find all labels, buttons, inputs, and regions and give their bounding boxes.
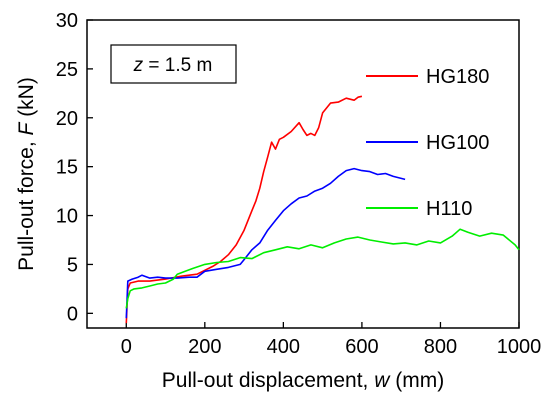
annotation-box: z = 1.5 m [110,44,237,84]
y-tick-label: 0 [67,303,78,325]
series-line-h110 [125,228,520,309]
x-axis-title-var: w [374,369,391,392]
series-line-hg180 [125,95,363,324]
x-tick-label: 200 [188,336,221,358]
plot-frame [86,19,520,329]
x-tick-label: 600 [345,336,378,358]
y-axis-title-var: F [15,121,38,135]
legend-label-hg180: HG180 [426,66,489,88]
annotation-var: z [133,55,144,76]
annotation-frame [110,44,237,84]
y-axis-title: Pull-out force, F (kN) [15,77,38,271]
y-tick-label: 5 [67,254,78,276]
x-tick-label: 1000 [497,336,542,358]
y-tick-label: 20 [56,108,78,130]
x-tick-label: 800 [424,336,457,358]
legend-label-h110: H110 [426,198,472,220]
x-tick-label: 400 [267,336,300,358]
y-tick-label: 15 [56,157,78,179]
x-tick-label: 0 [121,336,132,358]
annotation-text: z = 1.5 m [133,55,213,76]
x-axis-title-prefix: Pull-out displacement, [162,369,374,392]
axis-ticks: 0 200 400 600 800 1000 0 5 10 15 20 25 30 [56,10,542,358]
legend-label-hg100: HG100 [426,132,489,154]
annotation-rest: = 1.5 m [143,55,212,76]
series-line-hg100 [125,167,406,319]
y-tick-label: 30 [56,10,78,32]
y-axis-title-suffix: (kN) [15,77,38,123]
legend: HG180 HG100 H110 [366,66,489,220]
y-tick-label: 10 [56,206,78,228]
y-tick-label: 25 [56,59,78,81]
x-axis-title: Pull-out displacement, w (mm) [162,369,444,392]
x-axis-title-suffix: (mm) [389,369,444,392]
y-axis-title-prefix: Pull-out force, [15,135,38,270]
series-lines [125,95,520,324]
